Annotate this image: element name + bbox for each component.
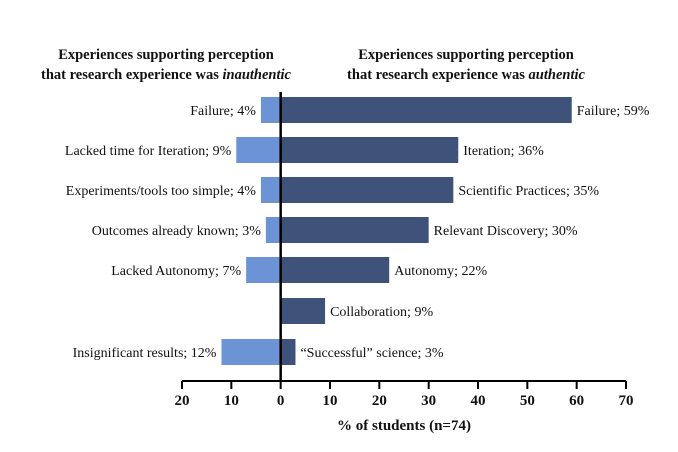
right-header-line2: that research experience was authentic [347, 67, 585, 83]
bar-authentic [280, 177, 454, 203]
x-tick-label: 40 [471, 393, 486, 409]
bar-label-inauthentic: Experiments/tools too simple; 4% [66, 184, 256, 199]
x-axis: 20 10 0 10 20 30 40 50 60 70 [175, 380, 634, 409]
bar-label-inauthentic: Insignificant results; 12% [73, 346, 217, 361]
bar-authentic [280, 257, 390, 283]
x-tick-label: 70 [619, 393, 634, 409]
bar-inauthentic [260, 97, 281, 123]
left-header-line2: that research experience was inauthentic [41, 67, 292, 83]
x-tick-label: 30 [421, 393, 436, 409]
x-tick-label: 20 [372, 393, 387, 409]
x-tick-label: 60 [569, 393, 584, 409]
bar-label-authentic: “Successful” science; 3% [300, 346, 443, 361]
bar-label-authentic: Failure; 59% [577, 104, 650, 119]
bar-label-authentic: Relevant Discovery; 30% [434, 224, 578, 239]
left-header-line2-emphasis: inauthentic [222, 67, 291, 83]
bar-inauthentic [265, 217, 281, 243]
bar-label-inauthentic: Outcomes already known; 3% [92, 224, 261, 239]
bar-authentic [280, 97, 572, 123]
x-tick-label: 20 [175, 393, 190, 409]
bar-authentic [280, 137, 459, 163]
x-axis-label: % of students (n=74) [337, 418, 471, 434]
bar-authentic [280, 217, 429, 243]
bar-label-authentic: Scientific Practices; 35% [458, 184, 599, 199]
bar-authentic [280, 298, 326, 324]
bar-authentic [280, 339, 296, 365]
bar-inauthentic [221, 339, 281, 365]
bars-group: Failure; 4% Failure; 59% Lacked time for I… [65, 92, 650, 380]
x-tick-label: 10 [224, 393, 239, 409]
left-header-line2-prefix: that research experience was [41, 67, 222, 83]
bar-label-authentic: Collaboration; 9% [330, 305, 433, 320]
left-header-line1: Experiences supporting perception [58, 47, 274, 63]
x-tick-label: 10 [323, 393, 338, 409]
bar-inauthentic [236, 137, 281, 163]
bar-inauthentic [246, 257, 281, 283]
bar-label-inauthentic: Lacked time for Iteration; 9% [65, 144, 232, 159]
right-header-line1: Experiences supporting perception [358, 47, 574, 63]
right-header-line2-emphasis: authentic [529, 67, 586, 83]
bar-label-authentic: Iteration; 36% [463, 144, 544, 159]
bar-label-inauthentic: Lacked Autonomy; 7% [111, 264, 241, 279]
bar-label-authentic: Autonomy; 22% [394, 264, 487, 279]
x-tick-label: 0 [277, 393, 285, 409]
bar-label-inauthentic: Failure; 4% [190, 104, 256, 119]
bar-inauthentic [260, 177, 281, 203]
x-tick-label: 50 [520, 393, 535, 409]
right-header-line2-prefix: that research experience was [347, 67, 528, 83]
